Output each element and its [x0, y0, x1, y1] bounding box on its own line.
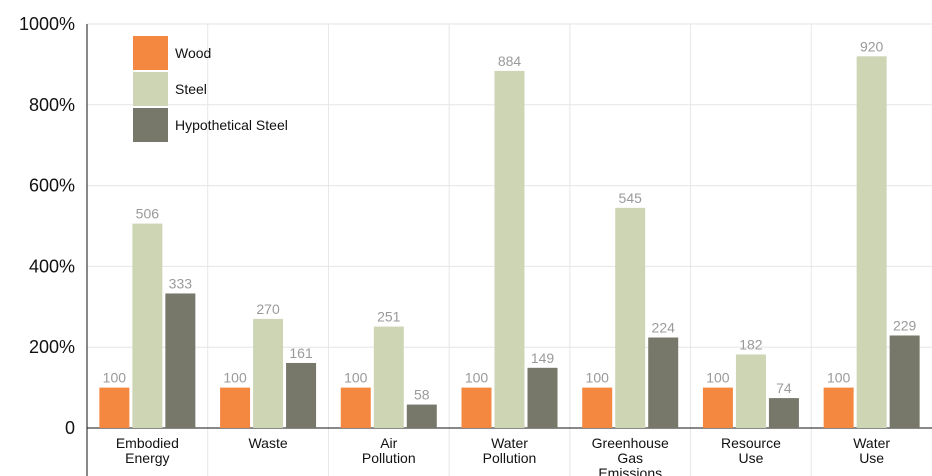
- bar-hypothetical-steel-2: [407, 405, 437, 428]
- data-label-steel-5: 182: [739, 336, 763, 352]
- data-label-wood-3: 100: [465, 370, 489, 386]
- legend-label-wood: Wood: [175, 45, 211, 61]
- legend-swatch-wood: [133, 36, 168, 70]
- y-tick-label-3: 600%: [29, 176, 75, 196]
- x-tick-label-6: Water Use: [853, 435, 890, 466]
- legend-label-hypothetical-steel: Hypothetical Steel: [175, 117, 288, 133]
- bar-steel-1: [253, 319, 283, 428]
- data-label-wood-1: 100: [223, 370, 247, 386]
- bars: [99, 56, 919, 428]
- data-label-steel-4: 545: [619, 190, 643, 206]
- x-tick-label-3: Water Pollution: [483, 435, 537, 466]
- data-label-wood-6: 100: [827, 370, 851, 386]
- bar-steel-2: [374, 327, 404, 428]
- bar-wood-0: [99, 388, 129, 428]
- bar-steel-5: [736, 354, 766, 428]
- data-label-steel-3: 884: [498, 53, 522, 69]
- data-label-hypothetical-steel-0: 333: [169, 275, 193, 291]
- bar-hypothetical-steel-4: [648, 338, 678, 428]
- data-label-hypothetical-steel-3: 149: [531, 350, 555, 366]
- data-label-wood-0: 100: [103, 370, 127, 386]
- legend-label-steel: Steel: [175, 81, 207, 97]
- y-tick-label-5: 1000%: [19, 14, 75, 34]
- legend-swatch-hypothetical-steel: [133, 108, 168, 142]
- x-tick-label-0: Embodied Energy: [116, 435, 179, 466]
- legend-swatch-steel: [133, 72, 168, 106]
- bar-hypothetical-steel-5: [769, 398, 799, 428]
- data-label-hypothetical-steel-4: 224: [652, 320, 676, 336]
- data-label-wood-5: 100: [706, 370, 730, 386]
- x-tick-label-4: Greenhouse Gas Emissions: [592, 435, 669, 476]
- data-label-steel-2: 251: [377, 309, 401, 325]
- y-axis-ticks: 0 200% 400% 600% 800% 1000%: [19, 14, 75, 438]
- bar-hypothetical-steel-0: [165, 293, 195, 428]
- bar-steel-0: [132, 224, 162, 428]
- bar-hypothetical-steel-1: [286, 363, 316, 428]
- data-label-hypothetical-steel-5: 74: [776, 380, 792, 396]
- bar-hypothetical-steel-6: [890, 335, 920, 428]
- data-label-steel-1: 270: [256, 301, 280, 317]
- bar-steel-6: [857, 56, 887, 428]
- x-tick-label-5: Resource Use: [721, 435, 781, 466]
- x-tick-label-2: Air Pollution: [362, 435, 416, 466]
- data-label-steel-0: 506: [136, 206, 160, 222]
- bar-steel-3: [495, 71, 525, 428]
- y-tick-label-4: 800%: [29, 95, 75, 115]
- bar-wood-1: [220, 388, 250, 428]
- x-axis-ticks: Embodied Energy Waste Air Pollution Water Poll…: [116, 435, 891, 476]
- data-label-hypothetical-steel-2: 58: [414, 387, 430, 403]
- y-tick-label-2: 400%: [29, 256, 75, 276]
- bar-wood-4: [582, 388, 612, 428]
- bar-wood-2: [341, 388, 371, 428]
- bar-hypothetical-steel-3: [528, 368, 558, 428]
- data-label-hypothetical-steel-1: 161: [289, 345, 313, 361]
- data-label-steel-6: 920: [860, 38, 884, 54]
- bar-wood-6: [824, 388, 854, 428]
- y-tick-label-1: 200%: [29, 337, 75, 357]
- data-label-wood-4: 100: [586, 370, 610, 386]
- legend: Wood Steel Hypothetical Steel: [133, 36, 288, 142]
- data-label-wood-2: 100: [344, 370, 368, 386]
- data-label-hypothetical-steel-6: 229: [893, 317, 917, 333]
- bar-wood-5: [703, 388, 733, 428]
- x-tick-label-1: Waste: [248, 435, 287, 451]
- bar-wood-3: [462, 388, 492, 428]
- bar-steel-4: [615, 208, 645, 428]
- y-tick-label-0: 0: [65, 418, 75, 438]
